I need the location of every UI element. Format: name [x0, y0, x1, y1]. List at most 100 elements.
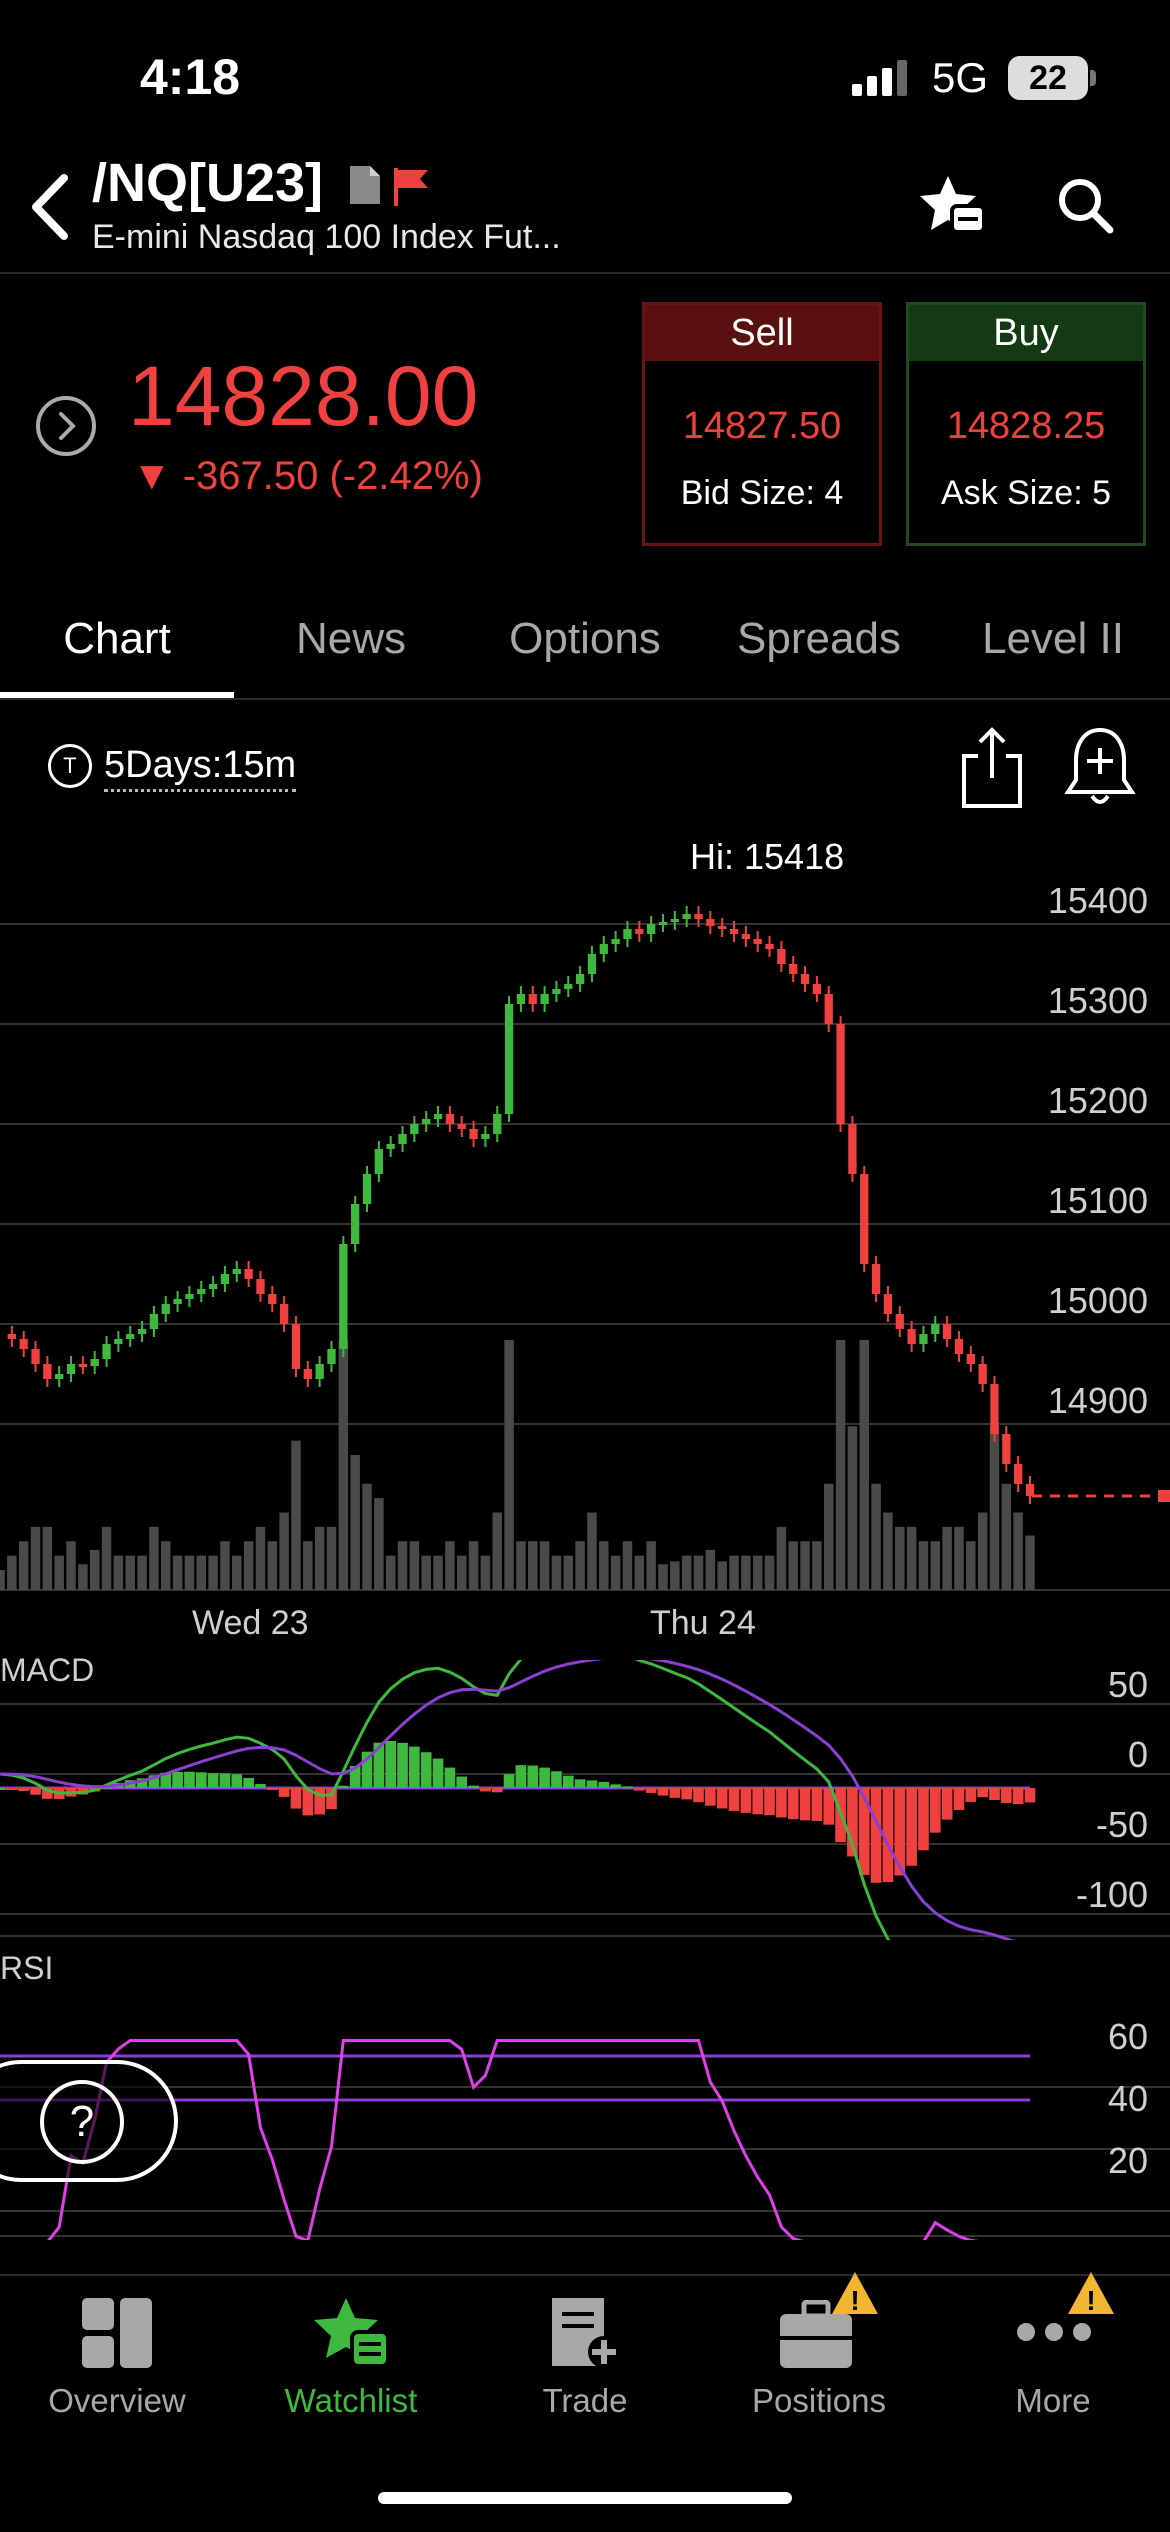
rsi-tick-20: 20: [1107, 2140, 1148, 2181]
volume-bar: [942, 1526, 952, 1590]
candle-body: [694, 914, 703, 919]
chart-period-selector[interactable]: 5Days:15m: [104, 744, 297, 792]
volume-bar: [883, 1512, 893, 1590]
macd-histogram-bar: [373, 1742, 385, 1788]
volume-bar: [906, 1526, 917, 1590]
candle-body: [860, 1174, 869, 1264]
add-watchlist-icon[interactable]: [918, 172, 986, 236]
price-chart[interactable]: [0, 860, 1170, 1600]
candle-body: [789, 964, 798, 974]
search-icon[interactable]: [1056, 176, 1116, 236]
x-label-thu: Thu 24: [650, 1604, 756, 1642]
macd-tick-neg100: -100: [1075, 1874, 1148, 1915]
macd-histogram-bar: [598, 1781, 610, 1788]
volume-bar: [551, 1555, 562, 1590]
rsi-tick-40: 40: [1107, 2078, 1148, 2119]
back-icon[interactable]: [26, 172, 72, 242]
macd-histogram-bar: [894, 1788, 906, 1876]
volume-bar: [54, 1555, 64, 1590]
sell-label: Sell: [645, 305, 879, 361]
candle-body: [362, 1174, 372, 1204]
volume-bar: [468, 1541, 479, 1590]
volume-bar: [800, 1541, 810, 1590]
candle-body: [647, 924, 656, 934]
candle-body: [564, 984, 573, 989]
volume-bar: [279, 1512, 289, 1590]
volume-bar: [693, 1555, 704, 1590]
alert-bell-icon[interactable]: [1064, 724, 1136, 810]
candle-body: [848, 1124, 857, 1174]
sell-button[interactable]: Sell 14827.50 Bid Size: 4: [642, 302, 882, 546]
candle-body: [268, 1294, 277, 1304]
macd-histogram-bar: [799, 1788, 811, 1821]
volume-bar: [610, 1555, 621, 1590]
volume-bar: [847, 1426, 858, 1590]
volume-bar: [622, 1541, 633, 1590]
macd-histogram-bar: [633, 1788, 645, 1791]
macd-histogram-bar: [432, 1758, 444, 1788]
candle-body: [185, 1294, 194, 1299]
document-icon[interactable]: [348, 164, 382, 206]
candle-body: [291, 1324, 301, 1369]
tools-icon[interactable]: T: [48, 744, 92, 788]
tab-level-ii[interactable]: Level II: [982, 614, 1124, 663]
buy-button[interactable]: Buy 14828.25 Ask Size: 5: [906, 302, 1146, 546]
candle-body: [149, 1314, 159, 1329]
macd-histogram-bar: [255, 1783, 266, 1788]
macd-histogram-bar: [918, 1788, 929, 1851]
candle-body: [575, 974, 585, 984]
macd-histogram-bar: [195, 1772, 207, 1788]
tabs-divider: [0, 698, 1170, 700]
y-tick-15400: 15400: [1047, 880, 1148, 921]
tab-spreads[interactable]: Spreads: [737, 614, 901, 663]
macd-histogram-bar: [397, 1742, 408, 1788]
volume-bar: [397, 1541, 408, 1590]
volume-bar: [717, 1561, 727, 1590]
volume-bar: [670, 1561, 680, 1590]
candle-body: [386, 1144, 395, 1149]
tab-chart[interactable]: Chart: [63, 614, 171, 663]
candle-body: [540, 994, 549, 1004]
more-warning-icon: !: [1068, 2272, 1114, 2316]
rsi-chart[interactable]: [0, 1950, 1170, 2240]
macd-histogram-bar: [1012, 1788, 1024, 1805]
nav-overview-label: Overview: [48, 2382, 186, 2419]
candle-body: [931, 1324, 940, 1334]
flag-icon[interactable]: [392, 166, 432, 208]
last-price: 14828.00: [128, 349, 479, 443]
candle-body: [919, 1334, 928, 1344]
volume-bar: [1025, 1535, 1035, 1590]
volume-bar: [66, 1541, 76, 1590]
volume-bar: [220, 1541, 230, 1590]
candle-body: [966, 1354, 975, 1364]
candle-body: [871, 1264, 881, 1294]
macd-histogram-bar: [136, 1778, 148, 1788]
tab-news[interactable]: News: [295, 614, 407, 663]
candle-body: [137, 1329, 147, 1334]
candle-body: [516, 994, 526, 1004]
macd-histogram-bar: [847, 1788, 858, 1857]
volume-bar: [835, 1340, 846, 1590]
candle-body: [232, 1269, 241, 1274]
watchlist-icon: [314, 2298, 390, 2368]
macd-histogram-bar: [184, 1771, 195, 1788]
positions-warning-icon: !: [832, 2272, 878, 2316]
volume-bar: [871, 1483, 881, 1590]
candle-body: [741, 934, 751, 939]
candle-body: [611, 939, 620, 944]
candle-body: [883, 1294, 893, 1314]
candle-body: [658, 922, 668, 925]
volume-bar: [504, 1340, 514, 1590]
expand-chevron-icon[interactable]: [34, 394, 98, 458]
tab-options[interactable]: Options: [509, 614, 661, 663]
rsi-line: [47, 2039, 979, 2240]
home-indicator[interactable]: [378, 2492, 792, 2504]
share-icon[interactable]: [958, 726, 1026, 810]
volume-bar: [303, 1541, 313, 1590]
macd-histogram-bar: [231, 1774, 243, 1788]
macd-chart[interactable]: [0, 1660, 1170, 1940]
more-icon: [1017, 2323, 1091, 2341]
volume-bar: [89, 1549, 100, 1590]
help-button[interactable]: ?: [0, 2060, 178, 2182]
status-time: 4:18: [140, 49, 241, 105]
